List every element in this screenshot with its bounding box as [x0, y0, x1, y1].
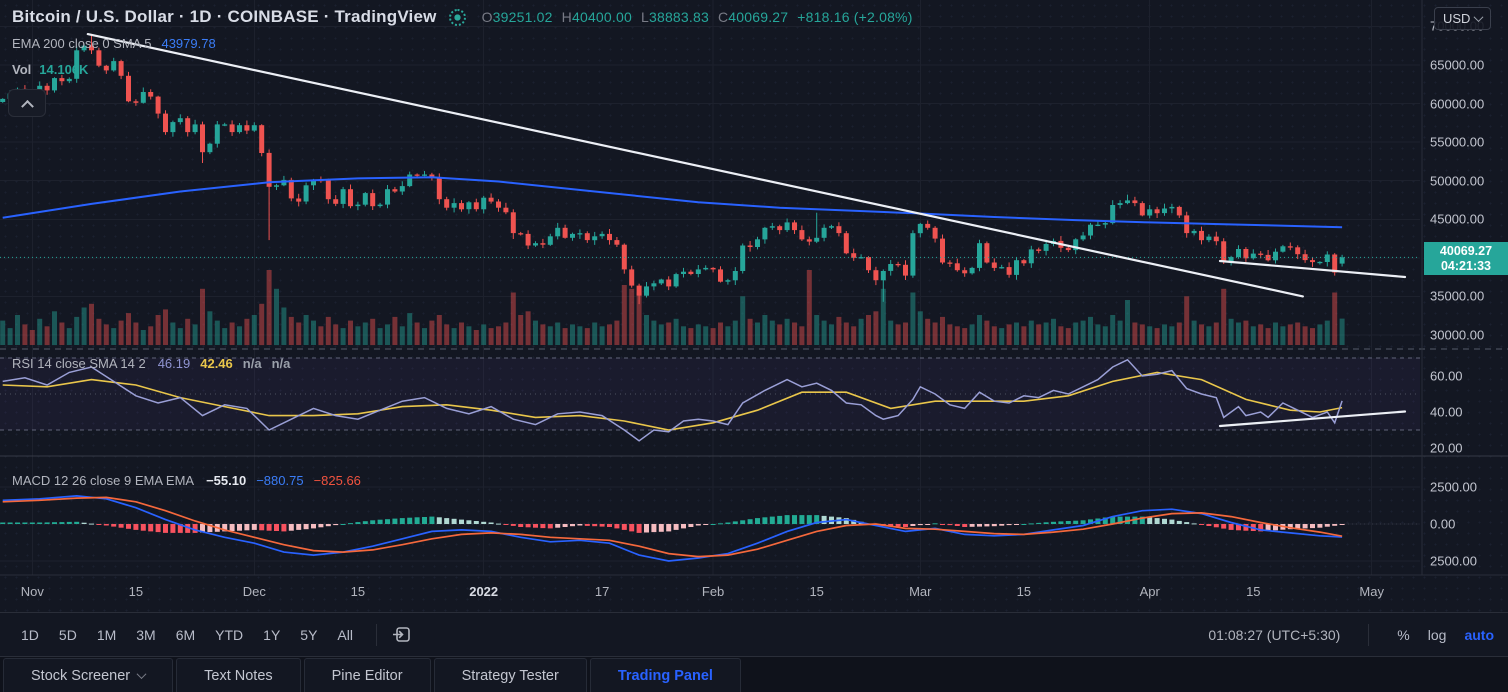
tradingview-logo-icon	[448, 8, 466, 26]
time-axis-label: Mar	[909, 584, 932, 599]
tab-label: Text Notes	[204, 667, 273, 684]
price-axis-label: 30000.00	[1430, 327, 1485, 343]
time-axis-label: 15	[128, 584, 144, 599]
current-price-badge: 40069.27 04:21:33	[1424, 242, 1508, 275]
price-axis-label: 55000.00	[1430, 134, 1485, 150]
current-price: 40069.27	[1439, 243, 1493, 258]
tab-pine-editor[interactable]: Pine Editor	[303, 658, 431, 692]
bar-countdown: 04:21:33	[1440, 258, 1492, 273]
macd-signal-value: −825.66	[313, 473, 361, 488]
go-to-date-calendar-icon	[392, 627, 410, 642]
range-button-all[interactable]: All	[330, 623, 360, 647]
time-axis-label: 15	[1016, 584, 1032, 599]
clock-timezone-button[interactable]: 01:08:27 (UTC+5:30)	[1208, 626, 1341, 643]
rsi-sma-value: 42.46	[200, 356, 233, 371]
tab-text-notes[interactable]: Text Notes	[176, 658, 301, 692]
main-legend: Bitcoin / U.S. Dollar · 1D · COINBASE · …	[12, 7, 913, 27]
chevron-up-icon	[20, 99, 34, 113]
time-axis-label: 2022	[469, 584, 499, 599]
caret-down-icon	[1474, 12, 1484, 23]
range-button-1y[interactable]: 1Y	[256, 623, 287, 647]
rsi-axis-label: 20.00	[1430, 440, 1463, 456]
percent-scale-button[interactable]: %	[1397, 626, 1410, 643]
ema-legend[interactable]: EMA 200 close 0 SMA 5 43979.78	[12, 36, 216, 51]
currency-scale-button[interactable]: USD	[1434, 7, 1492, 30]
ohlc-values: O39251.02 H40400.00 L38883.83 C40069.27 +818…	[481, 9, 913, 25]
price-axis-label: 45000.00	[1430, 211, 1485, 227]
tab-label: Stock Screener	[31, 667, 131, 684]
time-axis-label: Feb	[701, 584, 725, 599]
macd-hist-value: −55.10	[206, 473, 247, 488]
time-axis-label: Nov	[20, 584, 44, 599]
time-axis-label: 17	[594, 584, 610, 599]
go-to-date-button[interactable]	[387, 620, 416, 649]
tab-label: Strategy Tester	[461, 667, 559, 684]
chart-canvas[interactable]	[0, 0, 1508, 612]
symbol-title[interactable]: Bitcoin / U.S. Dollar · 1D · COINBASE · …	[12, 7, 437, 26]
macd-axis-label: 2500.00	[1430, 479, 1477, 495]
toolbar-divider	[375, 623, 377, 646]
macd-axis-label: 2500.00	[1430, 553, 1477, 569]
change-value: +818.16 (+2.08%)	[797, 9, 913, 25]
range-button-1m[interactable]: 1M	[90, 623, 123, 647]
date-range-buttons: 1D 5D 1M 3M 6M YTD 1Y 5Y All	[14, 623, 366, 647]
tab-strategy-tester[interactable]: Strategy Tester	[433, 658, 587, 692]
tab-trading-panel[interactable]: Trading Panel	[589, 658, 741, 692]
bottom-tabbar: Stock Screener Text Notes Pine Editor Strat…	[0, 656, 1508, 692]
tab-label: Pine Editor	[331, 667, 403, 684]
rsi-legend[interactable]: RSI 14 close SMA 14 2 46.19 42.46 n/a n/a	[12, 356, 291, 371]
range-button-5y[interactable]: 5Y	[293, 623, 324, 647]
log-scale-button[interactable]: log	[1427, 626, 1447, 643]
range-button-ytd[interactable]: YTD	[208, 623, 250, 647]
ema-value: 43979.78	[161, 36, 216, 51]
range-button-3m[interactable]: 3M	[129, 623, 162, 647]
volume-legend[interactable]: Vol 14.106K	[12, 62, 89, 77]
price-axis-label: 50000.00	[1430, 173, 1485, 189]
rsi-axis-label: 40.00	[1430, 404, 1463, 420]
panel-tabs: Stock Screener Text Notes Pine Editor Strat…	[0, 658, 741, 692]
macd-axis-label: 0.00	[1430, 516, 1456, 532]
price-axis-label: 65000.00	[1430, 57, 1485, 73]
caret-down-icon	[136, 669, 147, 680]
time-axis-label: May	[1359, 584, 1384, 599]
macd-line-value: −880.75	[256, 473, 304, 488]
scale-controls: 01:08:27 (UTC+5:30) % log auto	[1208, 623, 1494, 646]
time-axis-label: 15	[809, 584, 824, 599]
time-axis-label: 15	[1246, 584, 1261, 599]
tab-stock-screener[interactable]: Stock Screener	[3, 658, 174, 692]
rsi-value: 46.19	[157, 356, 191, 371]
tab-label: Trading Panel	[617, 667, 713, 684]
rsi-axis-label: 60.00	[1430, 368, 1463, 384]
bottom-toolbar: 1D 5D 1M 3M 6M YTD 1Y 5Y All 01:08:27 (UTC+5:30)…	[0, 612, 1508, 656]
macd-legend[interactable]: MACD 12 26 close 9 EMA EMA −55.10 −880.75−…	[12, 473, 361, 488]
panel-window-controls: — ⛶	[1444, 675, 1508, 692]
time-axis-label: 15	[350, 584, 366, 599]
toolbar-divider	[1368, 623, 1370, 646]
price-axis-label: 60000.00	[1430, 96, 1485, 112]
time-axis-label: Apr	[1139, 584, 1160, 599]
range-button-1d[interactable]: 1D	[14, 623, 46, 647]
chart-plot[interactable]: Bitcoin / U.S. Dollar · 1D · COINBASE · …	[0, 0, 1508, 612]
legend-collapse-button[interactable]	[8, 89, 46, 117]
time-axis-label: Dec	[242, 584, 266, 599]
auto-scale-button[interactable]: auto	[1464, 626, 1494, 643]
price-axis-label: 35000.00	[1430, 288, 1485, 304]
range-button-5d[interactable]: 5D	[52, 623, 84, 647]
range-button-6m[interactable]: 6M	[169, 623, 202, 647]
volume-value: 14.106K	[39, 62, 89, 77]
